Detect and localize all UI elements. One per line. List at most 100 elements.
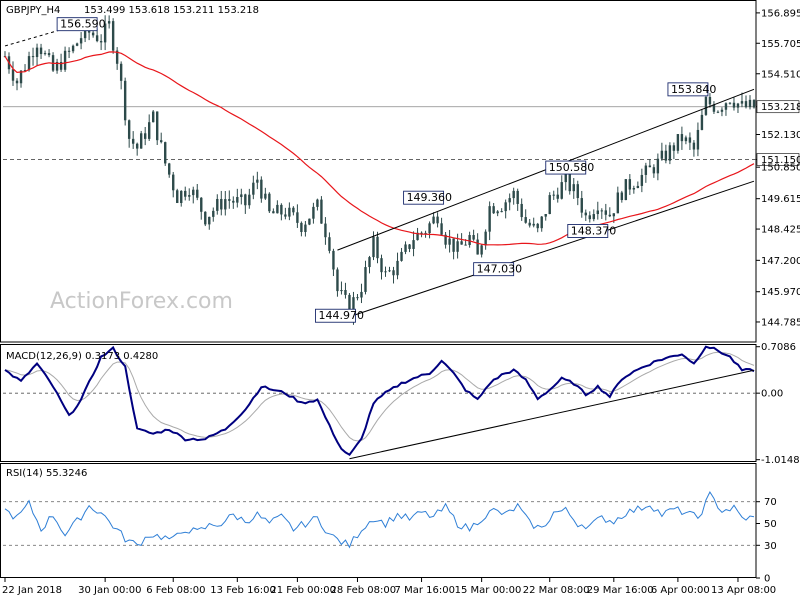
candle-body bbox=[748, 99, 752, 108]
candle-body bbox=[364, 267, 367, 292]
candle-body bbox=[47, 53, 51, 56]
candle-body bbox=[584, 212, 587, 216]
candle-body bbox=[572, 184, 575, 192]
price-tick-label: 150.850 bbox=[761, 163, 800, 174]
candle-body bbox=[468, 235, 471, 246]
candle-body bbox=[336, 269, 339, 292]
candle-body bbox=[664, 150, 668, 161]
candle-body bbox=[59, 61, 63, 70]
candle-body bbox=[656, 158, 660, 174]
candle-body bbox=[420, 232, 423, 234]
candle-body bbox=[228, 199, 231, 201]
candle-body bbox=[131, 138, 135, 144]
x-tick-label: 7 Mar 16:00 bbox=[395, 585, 455, 596]
candle-body bbox=[648, 165, 652, 168]
x-tick-label: 13 Apr 08:00 bbox=[711, 585, 776, 596]
candle-body bbox=[460, 241, 463, 245]
candle-body bbox=[520, 203, 523, 218]
candle-body bbox=[208, 216, 211, 225]
candle-body bbox=[512, 190, 515, 199]
candle-body bbox=[236, 197, 239, 203]
price-tag-box bbox=[756, 100, 800, 114]
annotation-label: 144.970 bbox=[318, 309, 364, 322]
candle-body bbox=[107, 21, 111, 24]
candle-body bbox=[172, 174, 175, 191]
candle-body bbox=[576, 184, 579, 199]
candle-body bbox=[43, 53, 47, 55]
candle-body bbox=[312, 206, 315, 219]
candle-body bbox=[79, 38, 83, 44]
candle-body bbox=[11, 69, 15, 81]
candle-body bbox=[588, 215, 591, 220]
x-tick-label: 29 Mar 16:00 bbox=[587, 585, 654, 596]
candle-body bbox=[440, 223, 443, 235]
candle-body bbox=[168, 163, 171, 175]
candle-body bbox=[624, 179, 628, 201]
annotation-box bbox=[315, 308, 356, 323]
price-tick-label: 147.200 bbox=[761, 256, 800, 267]
candle-body bbox=[63, 50, 67, 70]
candle-body bbox=[568, 172, 571, 192]
candle-body bbox=[27, 56, 31, 71]
channel-trendline bbox=[349, 180, 755, 318]
candle-body bbox=[139, 133, 143, 149]
candle-body bbox=[392, 270, 395, 276]
candle-body bbox=[352, 297, 355, 317]
candle-body bbox=[492, 206, 495, 214]
candle-body bbox=[724, 103, 728, 110]
x-tick-label: 22 Mar 08:00 bbox=[523, 585, 590, 596]
candle-body bbox=[416, 232, 419, 241]
candle-body bbox=[500, 211, 503, 213]
candle-body bbox=[636, 185, 640, 189]
candle-body bbox=[428, 223, 431, 234]
candle-body bbox=[384, 271, 387, 273]
candle-body bbox=[700, 114, 704, 130]
candle-body bbox=[276, 204, 279, 214]
candle-body bbox=[716, 111, 720, 113]
candle-body bbox=[151, 111, 155, 123]
candle-body bbox=[188, 195, 191, 197]
candle-body bbox=[728, 102, 732, 104]
annotation-label: 156.590 bbox=[60, 18, 106, 31]
candle-body bbox=[280, 204, 283, 215]
x-axis: 22 Jan 2018 30 Jan 00:00 6 Feb 08:00 13 Feb… bbox=[2, 577, 776, 596]
candle-body bbox=[99, 41, 103, 43]
candle-body bbox=[712, 104, 716, 112]
candle-body bbox=[404, 244, 407, 252]
candle-body bbox=[672, 145, 676, 151]
candle-body bbox=[248, 194, 251, 206]
candle-body bbox=[652, 167, 656, 174]
candle-body bbox=[452, 238, 455, 252]
candle-body bbox=[408, 244, 411, 249]
candle-body bbox=[412, 240, 415, 249]
annotation-label: 153.840 bbox=[671, 83, 717, 96]
candle-body bbox=[67, 50, 71, 52]
price-tick-label: 148.425 bbox=[761, 225, 800, 236]
chart-title: GBPJPY_H4 bbox=[6, 5, 60, 16]
annotation-box bbox=[403, 190, 445, 205]
price-tick-label: 145.970 bbox=[761, 287, 800, 298]
candle-body bbox=[123, 80, 127, 121]
candle-body bbox=[380, 258, 383, 273]
candle-body bbox=[508, 198, 511, 203]
x-tick-label: 28 Feb 08:00 bbox=[330, 585, 396, 596]
candle-body bbox=[115, 50, 119, 64]
candle-body bbox=[752, 99, 756, 108]
candle-body bbox=[540, 216, 543, 229]
annotation-box bbox=[567, 224, 609, 238]
candle-body bbox=[736, 103, 740, 108]
candle-body bbox=[180, 190, 183, 204]
rsi-tick-label: 30 bbox=[764, 541, 777, 552]
candle-body bbox=[372, 236, 375, 258]
candle-body bbox=[344, 289, 347, 295]
candle-body bbox=[644, 165, 648, 175]
candle-body bbox=[19, 70, 23, 84]
price-tick-label: 153.218 bbox=[761, 102, 800, 113]
candle-body bbox=[632, 188, 636, 190]
candle-body bbox=[164, 142, 167, 164]
candle-body bbox=[212, 210, 215, 217]
candle-body bbox=[35, 47, 39, 58]
candle-body bbox=[284, 214, 287, 217]
candle-body bbox=[332, 250, 335, 270]
candle-body bbox=[744, 101, 748, 108]
